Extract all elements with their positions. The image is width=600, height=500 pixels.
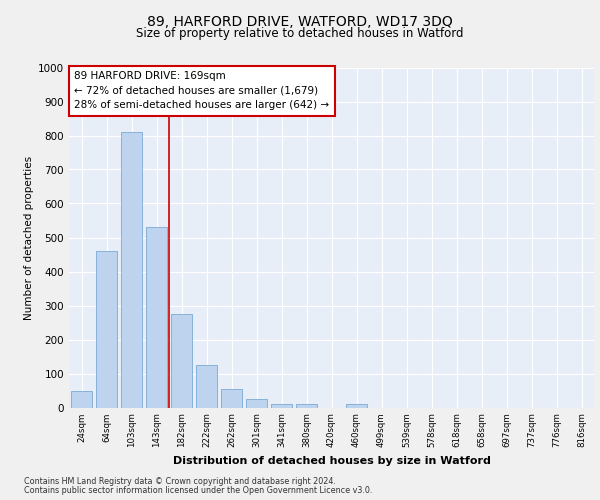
Bar [296,404,317,407]
Text: Contains HM Land Registry data © Crown copyright and database right 2024.: Contains HM Land Registry data © Crown c… [24,477,336,486]
Text: 89, HARFORD DRIVE, WATFORD, WD17 3DQ: 89, HARFORD DRIVE, WATFORD, WD17 3DQ [147,15,453,29]
Text: Contains public sector information licensed under the Open Government Licence v3: Contains public sector information licen… [24,486,373,495]
Bar [246,399,267,407]
Bar [171,314,192,408]
Bar [271,404,292,407]
Y-axis label: Number of detached properties: Number of detached properties [24,156,34,320]
Text: 89 HARFORD DRIVE: 169sqm
← 72% of detached houses are smaller (1,679)
28% of sem: 89 HARFORD DRIVE: 169sqm ← 72% of detach… [74,71,329,110]
Bar [196,365,217,408]
Bar [346,404,367,407]
Bar [121,132,142,407]
X-axis label: Distribution of detached houses by size in Watford: Distribution of detached houses by size … [173,456,490,466]
Bar [146,228,167,408]
Bar [71,390,92,407]
Text: Size of property relative to detached houses in Watford: Size of property relative to detached ho… [136,28,464,40]
Bar [96,251,117,408]
Bar [221,389,242,407]
